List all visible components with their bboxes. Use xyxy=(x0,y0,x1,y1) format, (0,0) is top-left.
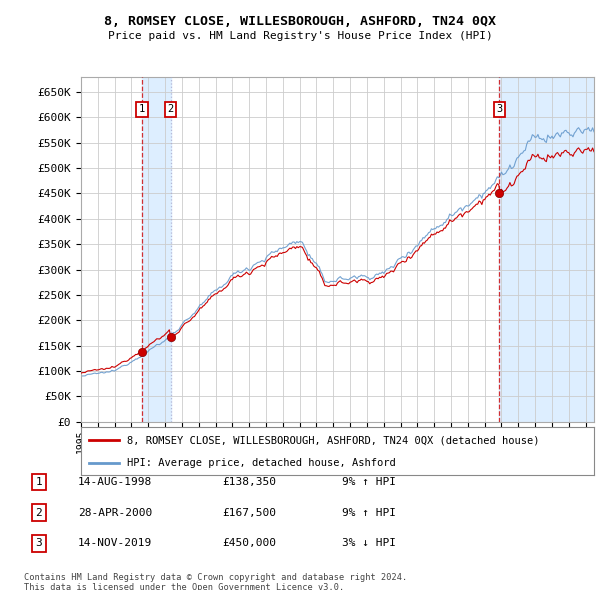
Text: 1: 1 xyxy=(139,104,145,114)
Text: Price paid vs. HM Land Registry's House Price Index (HPI): Price paid vs. HM Land Registry's House … xyxy=(107,31,493,41)
Bar xyxy=(499,77,594,422)
Text: 8, ROMSEY CLOSE, WILLESBOROUGH, ASHFORD, TN24 0QX (detached house): 8, ROMSEY CLOSE, WILLESBOROUGH, ASHFORD,… xyxy=(127,435,539,445)
Text: 3% ↓ HPI: 3% ↓ HPI xyxy=(342,539,396,548)
Text: 9% ↑ HPI: 9% ↑ HPI xyxy=(342,477,396,487)
Text: £138,350: £138,350 xyxy=(222,477,276,487)
Text: 2: 2 xyxy=(167,104,174,114)
Text: 14-NOV-2019: 14-NOV-2019 xyxy=(78,539,152,548)
Text: 9% ↑ HPI: 9% ↑ HPI xyxy=(342,508,396,517)
Text: 1: 1 xyxy=(35,477,43,487)
Text: This data is licensed under the Open Government Licence v3.0.: This data is licensed under the Open Gov… xyxy=(24,583,344,590)
Text: HPI: Average price, detached house, Ashford: HPI: Average price, detached house, Ashf… xyxy=(127,458,396,468)
Text: 8, ROMSEY CLOSE, WILLESBOROUGH, ASHFORD, TN24 0QX: 8, ROMSEY CLOSE, WILLESBOROUGH, ASHFORD,… xyxy=(104,15,496,28)
Text: 3: 3 xyxy=(496,104,502,114)
Text: 28-APR-2000: 28-APR-2000 xyxy=(78,508,152,517)
Text: 3: 3 xyxy=(35,539,43,548)
Text: 14-AUG-1998: 14-AUG-1998 xyxy=(78,477,152,487)
Text: £167,500: £167,500 xyxy=(222,508,276,517)
Text: 2: 2 xyxy=(35,508,43,517)
Text: £450,000: £450,000 xyxy=(222,539,276,548)
Bar xyxy=(142,77,170,422)
Text: Contains HM Land Registry data © Crown copyright and database right 2024.: Contains HM Land Registry data © Crown c… xyxy=(24,573,407,582)
